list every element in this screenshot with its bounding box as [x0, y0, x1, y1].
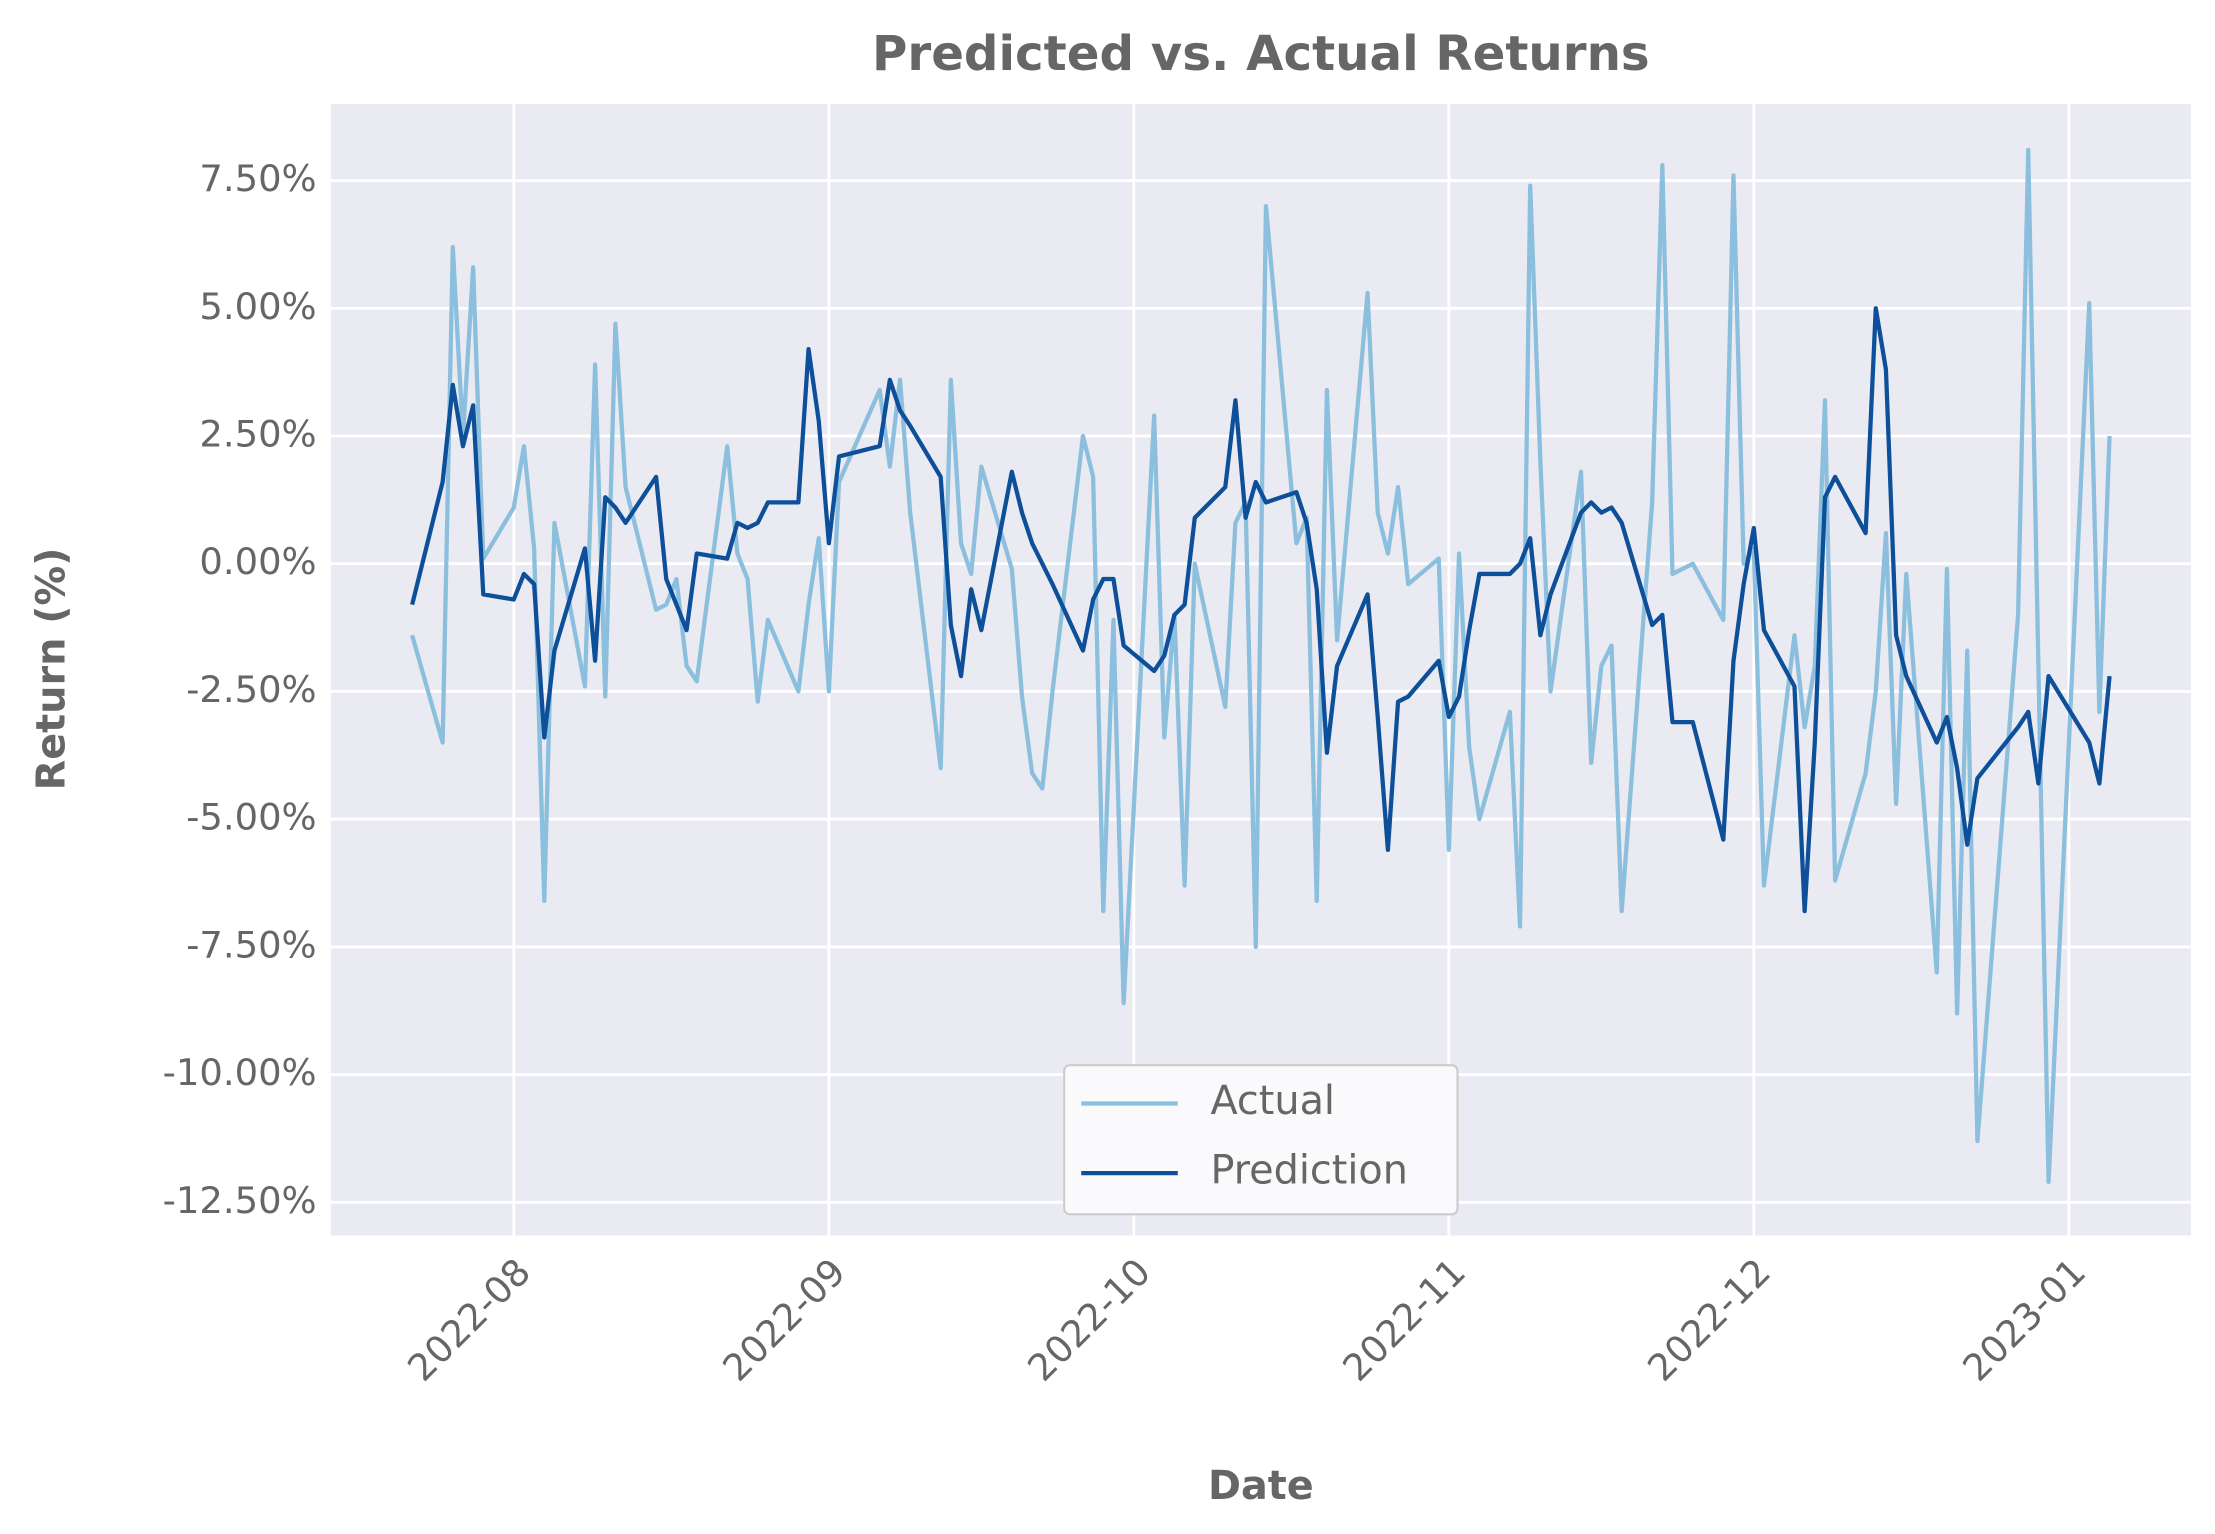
- x-tick-label: 2023-01: [1955, 1250, 2094, 1389]
- x-tick-label: 2022-11: [1335, 1250, 1474, 1389]
- series-line: [410, 306, 2112, 914]
- y-tick-label: -12.50%: [163, 1179, 317, 1222]
- y-tick-label: 2.50%: [199, 413, 316, 456]
- x-tick-label: 2022-10: [1019, 1250, 1158, 1389]
- x-tick-label: 2022-12: [1640, 1250, 1779, 1389]
- y-tick-label: -2.50%: [186, 668, 317, 711]
- y-tick-label: -7.50%: [186, 923, 317, 966]
- y-axis-label: Return (%): [28, 548, 74, 791]
- y-tick-label: 5.00%: [199, 285, 316, 328]
- y-tick-label: 7.50%: [199, 157, 316, 200]
- y-tick-label: -10.00%: [163, 1051, 317, 1094]
- x-tick-label: 2022-09: [715, 1250, 854, 1389]
- legend-label: Actual: [1210, 1078, 1335, 1124]
- y-tick-label: 0.00%: [199, 540, 316, 583]
- lines: [410, 147, 2112, 1185]
- legend-label: Prediction: [1210, 1148, 1407, 1194]
- x-tick-label: 2022-08: [399, 1250, 538, 1389]
- legend: Actual Prediction: [1063, 1064, 1459, 1216]
- x-axis-label: Date: [1208, 1463, 1314, 1509]
- y-tick-label: -5.00%: [186, 796, 317, 839]
- chart-title: Predicted vs. Actual Returns: [872, 26, 1650, 82]
- series-line: [410, 147, 2112, 1185]
